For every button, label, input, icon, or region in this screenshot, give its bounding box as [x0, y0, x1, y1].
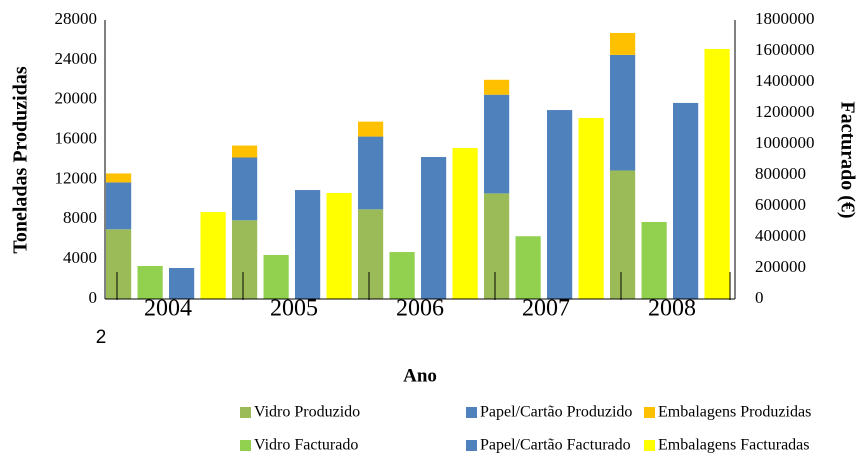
bar — [673, 102, 699, 299]
y-tick-label: 12000 — [55, 168, 98, 187]
x-tick-label: 2004 — [144, 296, 192, 322]
y2-tick-label: 800000 — [755, 164, 806, 183]
bar-segment — [106, 173, 132, 183]
y2-tick-label: 600000 — [755, 195, 806, 214]
legend-label: Embalagens Facturadas — [658, 437, 810, 454]
bar-segment — [484, 193, 510, 299]
bar — [389, 252, 415, 299]
bar — [169, 268, 195, 299]
y-tick-label: 24000 — [55, 49, 98, 68]
legend-swatch — [240, 440, 251, 451]
y2-tick-label: 1200000 — [755, 102, 815, 121]
y-tick-label: 28000 — [55, 9, 98, 28]
legend-swatch — [240, 407, 251, 418]
y-tick-label: 0 — [89, 288, 98, 307]
bar-segment — [484, 94, 510, 194]
bar-segment — [232, 145, 258, 158]
annotation: 2 — [96, 327, 107, 348]
x-tick-label: 2008 — [648, 296, 696, 322]
legend-swatch — [466, 407, 477, 418]
y2-tick-label: 1400000 — [755, 71, 815, 90]
x-tick-label: 2005 — [270, 296, 318, 322]
legend-label: Vidro Produzido — [254, 404, 360, 421]
legend-label: Papel/Cartão Facturado — [480, 437, 631, 454]
legend-label: Papel/Cartão Produzido — [480, 404, 632, 421]
bar-segment — [232, 220, 258, 299]
bar — [547, 110, 573, 300]
y-axis-title: Toneladas Produzidas — [10, 66, 32, 254]
legend-swatch — [466, 440, 477, 451]
bar — [421, 157, 447, 299]
y2-tick-label: 0 — [755, 288, 764, 307]
y2-tick-label: 1600000 — [755, 40, 815, 59]
bar-segment — [484, 79, 510, 95]
bar — [137, 265, 163, 299]
bar-segment — [358, 121, 384, 137]
y2-tick-label: 1800000 — [755, 9, 815, 28]
x-tick-label: 2007 — [522, 296, 570, 322]
bar — [295, 190, 321, 299]
bar — [578, 117, 604, 300]
y-tick-label: 16000 — [55, 128, 98, 147]
bar — [452, 148, 478, 299]
bar-segment — [232, 157, 258, 221]
y-tick-label: 20000 — [55, 89, 98, 108]
bar-segment — [358, 136, 384, 210]
bar-segment — [610, 32, 636, 55]
x-axis-title: Ano — [403, 365, 437, 386]
bar-segment — [106, 229, 132, 299]
y2-tick-label: 1000000 — [755, 133, 815, 152]
bar — [326, 192, 352, 299]
legend-label: Vidro Facturado — [254, 437, 358, 454]
y-tick-label: 4000 — [63, 248, 97, 267]
legend-swatch — [644, 440, 655, 451]
y2-axis-title: Facturado (€) — [836, 101, 858, 218]
y2-tick-label: 200000 — [755, 257, 806, 276]
x-tick-label: 2006 — [396, 296, 444, 322]
bar-segment — [106, 182, 132, 230]
bar-segment — [358, 209, 384, 299]
y2-tick-label: 400000 — [755, 226, 806, 245]
bar — [704, 48, 730, 299]
y-tick-label: 8000 — [63, 208, 97, 227]
bar-segment — [610, 170, 636, 299]
bar — [515, 236, 541, 299]
bar-segment — [610, 54, 636, 171]
bar — [641, 221, 667, 299]
legend-label: Embalagens Produzidas — [658, 404, 811, 421]
bar — [263, 254, 289, 299]
bar — [200, 212, 226, 299]
legend-swatch — [644, 407, 655, 418]
